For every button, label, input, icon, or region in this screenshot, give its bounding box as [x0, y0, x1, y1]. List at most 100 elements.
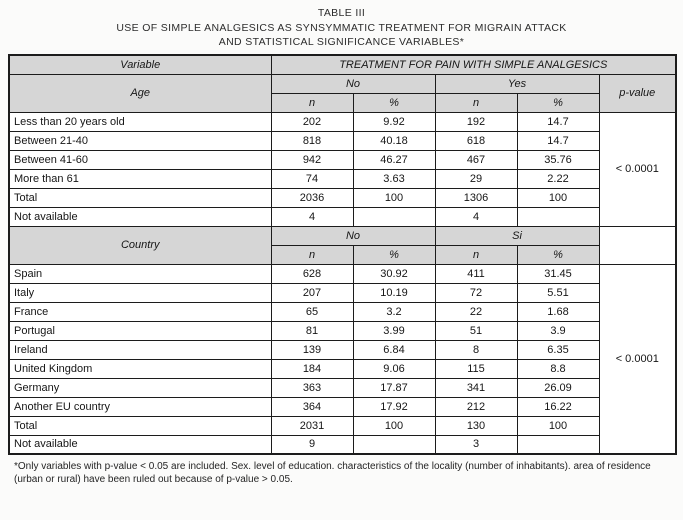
table-row: Not available 9 3: [8, 434, 676, 455]
row-label-cell: More than 61: [8, 168, 272, 189]
age-header-row: Age No Yes p-value: [8, 73, 677, 113]
table-row: Portugal 81 3.99 51 3.9: [8, 320, 676, 341]
value-cell: 14.7: [516, 130, 600, 151]
value-cell: 40.18: [352, 130, 436, 151]
value-cell: [352, 434, 436, 455]
row-label-cell: United Kingdom: [8, 358, 272, 379]
value-cell: 14.7: [516, 111, 600, 132]
age-no-header-cell: No: [270, 73, 436, 94]
table-row: United Kingdom 184 9.06 115 8.8: [8, 358, 676, 379]
value-cell: 628: [270, 263, 354, 284]
table-row: Ireland 139 6.84 8 6.35: [8, 339, 676, 360]
value-cell: 100: [516, 415, 600, 436]
value-cell: 9: [270, 434, 354, 455]
empty-cell: [598, 225, 677, 265]
value-cell: 411: [434, 263, 518, 284]
value-cell: 6.35: [516, 339, 600, 360]
pct-header-cell: %: [516, 244, 600, 265]
country-header-row: Country No Si: [8, 225, 677, 265]
table-row: Not available 4 4: [8, 206, 676, 227]
value-cell: 130: [434, 415, 518, 436]
value-cell: 100: [516, 187, 600, 208]
value-cell: 467: [434, 149, 518, 170]
n-header-cell: n: [270, 244, 354, 265]
value-cell: 2.22: [516, 168, 600, 189]
value-cell: 22: [434, 301, 518, 322]
value-cell: 184: [270, 358, 354, 379]
value-cell: 17.87: [352, 377, 436, 398]
value-cell: 139: [270, 339, 354, 360]
value-cell: 818: [270, 130, 354, 151]
variable-header-cell: Variable: [8, 54, 272, 75]
value-cell: 363: [270, 377, 354, 398]
value-cell: 364: [270, 396, 354, 417]
value-cell: 3.99: [352, 320, 436, 341]
table-row: Between 41-60 942 46.27 467 35.76: [8, 149, 676, 170]
value-cell: 65: [270, 301, 354, 322]
value-cell: 4: [270, 206, 354, 227]
value-cell: 81: [270, 320, 354, 341]
value-cell: 31.45: [516, 263, 600, 284]
value-cell: 30.92: [352, 263, 436, 284]
row-label-cell: Another EU country: [8, 396, 272, 417]
value-cell: 29: [434, 168, 518, 189]
value-cell: 26.09: [516, 377, 600, 398]
table-number: TABLE III: [317, 7, 366, 19]
row-label-cell: Total: [8, 415, 272, 436]
country-no-header-cell: No: [270, 225, 436, 246]
table-row: France 65 3.2 22 1.68: [8, 301, 676, 322]
table-header-row: Variable TREATMENT FOR PAIN WITH SIMPLE …: [8, 54, 677, 75]
row-label-cell: Between 21-40: [8, 130, 272, 151]
value-cell: 115: [434, 358, 518, 379]
value-cell: 2036: [270, 187, 354, 208]
value-cell: [516, 434, 600, 455]
age-section-header-cell: Age: [8, 73, 272, 113]
country-si-header-cell: Si: [434, 225, 600, 246]
value-cell: 618: [434, 130, 518, 151]
value-cell: 3.63: [352, 168, 436, 189]
table-row: Spain 628 30.92 411 31.45 < 0.0001: [8, 263, 677, 455]
table-title-line-1: USE OF SIMPLE ANALGESICS AS SYNSYMMATIC …: [116, 22, 567, 34]
table-row: More than 61 74 3.63 29 2.22: [8, 168, 676, 189]
table-row: Total 2036 100 1306 100: [8, 187, 676, 208]
country-section-header-cell: Country: [8, 225, 272, 265]
value-cell: 51: [434, 320, 518, 341]
value-cell: 5.51: [516, 282, 600, 303]
treatment-header-cell: TREATMENT FOR PAIN WITH SIMPLE ANALGESIC…: [270, 54, 677, 75]
value-cell: 2031: [270, 415, 354, 436]
pct-header-cell: %: [352, 244, 436, 265]
value-cell: 202: [270, 111, 354, 132]
country-subheader-row: n % n %: [9, 244, 676, 265]
table-row: Less than 20 years old 202 9.92 192 14.7…: [8, 111, 677, 227]
row-label-cell: Germany: [8, 377, 272, 398]
age-p-value-cell: < 0.0001: [598, 111, 677, 227]
table-title-line-2: AND STATISTICAL SIGNIFICANCE VARIABLES*: [218, 36, 465, 48]
p-value-header-cell: p-value: [598, 73, 677, 113]
value-cell: 100: [352, 187, 436, 208]
table-row: Italy 207 10.19 72 5.51: [8, 282, 676, 303]
value-cell: 9.06: [352, 358, 436, 379]
value-cell: 192: [434, 111, 518, 132]
row-label-cell: Between 41-60: [8, 149, 272, 170]
pct-header-cell: %: [352, 92, 436, 113]
n-header-cell: n: [270, 92, 354, 113]
row-label-cell: Portugal: [8, 320, 272, 341]
value-cell: 8: [434, 339, 518, 360]
value-cell: 10.19: [352, 282, 436, 303]
value-cell: 1.68: [516, 301, 600, 322]
row-label-cell: Not available: [8, 434, 272, 455]
value-cell: 942: [270, 149, 354, 170]
value-cell: 9.92: [352, 111, 436, 132]
value-cell: 35.76: [516, 149, 600, 170]
row-label-cell: Spain: [8, 263, 272, 284]
value-cell: 8.8: [516, 358, 600, 379]
value-cell: 207: [270, 282, 354, 303]
value-cell: [352, 206, 436, 227]
table-row: Another EU country 364 17.92 212 16.22: [8, 396, 676, 417]
age-yes-header-cell: Yes: [434, 73, 600, 94]
page: TABLE III USE OF SIMPLE ANALGESICS AS SY…: [8, 7, 678, 485]
value-cell: 17.92: [352, 396, 436, 417]
value-cell: 100: [352, 415, 436, 436]
value-cell: 341: [434, 377, 518, 398]
row-label-cell: Not available: [8, 206, 272, 227]
